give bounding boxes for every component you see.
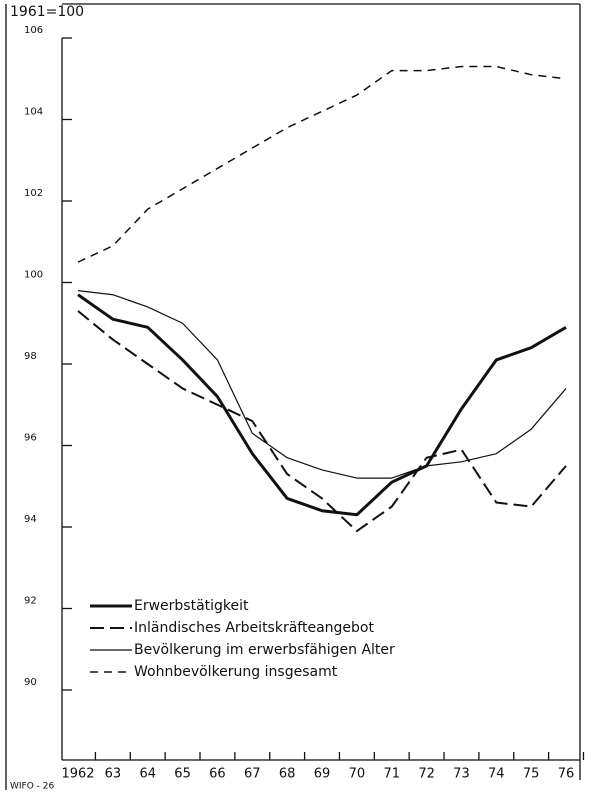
legend-label: Inländisches Arbeitskräfteangebot <box>134 620 374 636</box>
y-tick-label: 102 <box>24 188 43 199</box>
y-tick-label: 90 <box>24 677 37 688</box>
y-tick-label: 96 <box>24 433 37 444</box>
y-tick-label: 100 <box>24 270 43 281</box>
legend-label: Wohnbevölkerung insgesamt <box>134 664 338 680</box>
x-tick-label: 70 <box>349 767 366 782</box>
x-tick-label: 63 <box>105 767 122 782</box>
x-tick-label: 75 <box>523 767 540 782</box>
source: WIFO - 26 <box>10 782 55 792</box>
series-line <box>77 310 567 533</box>
x-tick-label: 72 <box>418 767 435 782</box>
x-tick-label: 68 <box>279 767 296 782</box>
series-line <box>77 293 567 517</box>
subtitle: 1961=100 <box>10 4 84 20</box>
y-tick-label: 106 <box>24 25 43 36</box>
x-tick-label: 64 <box>139 767 156 782</box>
x-tick-label: 67 <box>244 767 261 782</box>
y-tick-label: 98 <box>24 351 37 362</box>
x-tick-label: 69 <box>314 767 331 782</box>
x-tick-label: 74 <box>488 767 505 782</box>
series-line <box>77 290 567 479</box>
legend-label: Erwerbstätigkeit <box>134 598 249 614</box>
x-tick-label: 76 <box>558 767 575 782</box>
x-tick-label: 73 <box>453 767 470 782</box>
y-tick-label: 94 <box>24 514 37 525</box>
x-tick-label: 65 <box>174 767 191 782</box>
y-tick-label: 92 <box>24 596 37 607</box>
x-tick-label: 71 <box>383 767 400 782</box>
x-tick-label: 66 <box>209 767 226 782</box>
x-tick-label: 1962 <box>61 767 94 782</box>
series-line <box>77 65 567 263</box>
y-tick-label: 104 <box>24 107 43 118</box>
legend-label: Bevölkerung im erwerbsfähigen Alter <box>134 642 395 658</box>
